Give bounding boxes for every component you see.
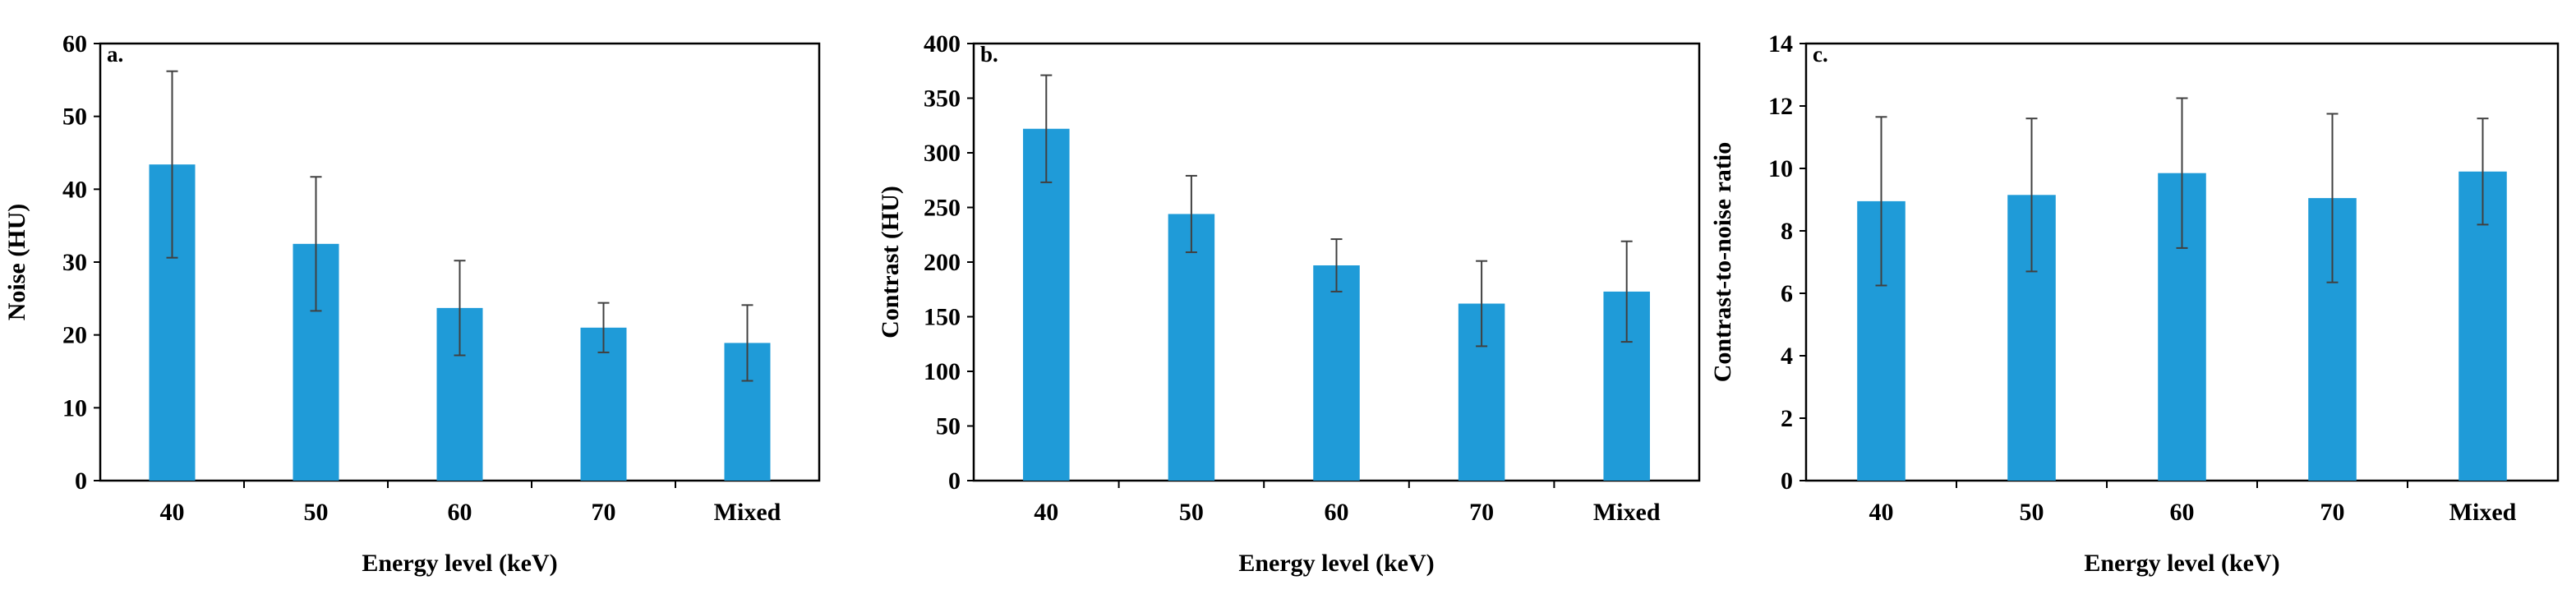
bar-50 bbox=[1168, 214, 1215, 481]
chart-panel-2: 0 50 100 150 200 250 300 350 400 40 50 60 70 Mixed b. E… bbox=[877, 30, 1701, 577]
y-axis-label: Contrast (HU) bbox=[877, 186, 904, 338]
x-tick-label: 60 bbox=[2170, 499, 2195, 526]
y-tick-label: 14 bbox=[1768, 30, 1793, 58]
y-tick-label: 200 bbox=[924, 249, 961, 276]
x-tick-label: Mixed bbox=[1593, 499, 1661, 526]
bar-60 bbox=[1313, 265, 1360, 481]
y-tick-label: 4 bbox=[1781, 343, 1793, 370]
x-tick-label: 50 bbox=[1179, 499, 1204, 526]
y-tick-label: 400 bbox=[924, 30, 961, 58]
y-tick-label: 10 bbox=[1768, 155, 1793, 182]
y-tick-label: 50 bbox=[936, 413, 961, 440]
x-tick-label: Mixed bbox=[2449, 499, 2517, 526]
panel-letter: b. bbox=[980, 42, 998, 67]
y-tick-label: 350 bbox=[924, 85, 961, 113]
y-tick-label: 10 bbox=[62, 394, 87, 421]
x-tick-label: 70 bbox=[592, 499, 616, 526]
x-axis-label: Energy level (keV) bbox=[2084, 550, 2279, 577]
x-axis-label: Energy level (keV) bbox=[1238, 550, 1434, 577]
y-tick-label: 20 bbox=[62, 322, 87, 349]
x-axis-label: Energy level (keV) bbox=[362, 550, 557, 577]
y-tick-label: 6 bbox=[1781, 280, 1793, 307]
chart-panel-1: 0 10 20 30 40 50 60 40 50 60 70 Mixed a. Energy level… bbox=[3, 30, 821, 577]
y-tick-label: 0 bbox=[1781, 467, 1793, 495]
y-tick-label: 250 bbox=[924, 195, 961, 222]
x-tick-label: Mixed bbox=[714, 499, 781, 526]
y-tick-label: 0 bbox=[75, 467, 87, 495]
x-tick-label: 40 bbox=[160, 499, 185, 526]
y-tick-label: 100 bbox=[924, 358, 961, 385]
x-tick-label: 40 bbox=[1869, 499, 1894, 526]
x-tick-label: 60 bbox=[448, 499, 472, 526]
y-tick-label: 30 bbox=[62, 249, 87, 276]
panel-letter: a. bbox=[107, 42, 123, 67]
chart-panel-3: 0 2 4 6 8 10 12 14 40 50 60 70 Mixed c. Energy level (… bbox=[1709, 30, 2560, 577]
y-tick-label: 12 bbox=[1768, 93, 1793, 120]
x-tick-label: 70 bbox=[1469, 499, 1494, 526]
bar-40 bbox=[1023, 128, 1070, 481]
y-tick-label: 150 bbox=[924, 304, 961, 331]
y-tick-label: 300 bbox=[924, 140, 961, 167]
y-axis-label: Noise (HU) bbox=[3, 204, 30, 320]
x-tick-label: 50 bbox=[304, 499, 329, 526]
y-tick-label: 50 bbox=[62, 104, 87, 131]
y-tick-label: 40 bbox=[62, 176, 87, 203]
y-tick-label: 2 bbox=[1781, 405, 1793, 432]
x-tick-label: 50 bbox=[2020, 499, 2044, 526]
y-tick-label: 60 bbox=[62, 30, 87, 58]
y-axis-label: Contrast-to-noise ratio bbox=[1709, 142, 1736, 382]
y-tick-label: 0 bbox=[948, 467, 961, 495]
x-tick-label: 60 bbox=[1325, 499, 1349, 526]
y-tick-label: 8 bbox=[1781, 218, 1793, 245]
x-tick-label: 40 bbox=[1034, 499, 1058, 526]
x-tick-label: 70 bbox=[2320, 499, 2345, 526]
panel-letter: c. bbox=[1813, 42, 1828, 67]
